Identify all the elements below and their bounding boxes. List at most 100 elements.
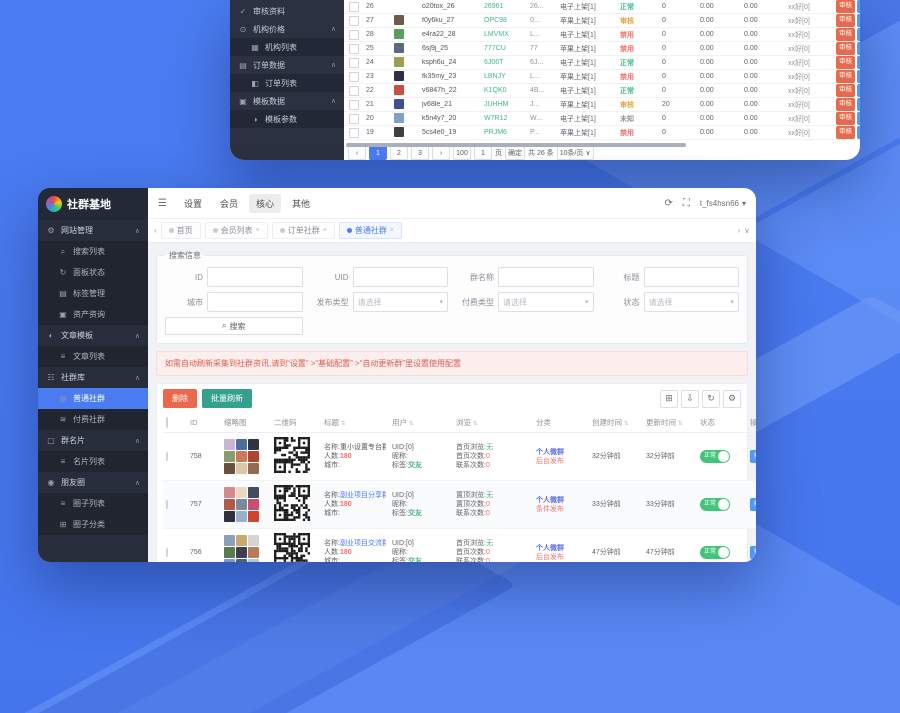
checkbox[interactable] <box>349 99 359 110</box>
select-付费类型[interactable]: 请选择 ▾ <box>498 292 594 312</box>
pagination-page-2[interactable]: 2 <box>390 146 408 160</box>
tabs-menu-icon[interactable]: ∨ <box>744 226 750 235</box>
checkbox[interactable] <box>349 43 359 54</box>
sidebar-item-文章列表[interactable]: ≡ 文章列表 <box>38 346 148 367</box>
columns-icon[interactable]: ⊞ <box>660 389 678 408</box>
review-button[interactable]: 审核 <box>836 126 855 139</box>
tabs-scroll-right-icon[interactable]: › <box>737 226 741 235</box>
edit-button[interactable]: 编辑 <box>857 98 860 111</box>
review-button[interactable]: 审核 <box>836 28 855 41</box>
download-icon[interactable]: ⇩ <box>681 389 699 408</box>
status-toggle[interactable]: 正常 <box>700 450 730 463</box>
header-checkbox[interactable] <box>166 417 168 428</box>
sidebar-item-标签管理[interactable]: ▤ 标签管理 <box>38 283 148 304</box>
pagination-confirm-button[interactable]: 确定 <box>505 146 525 160</box>
sidebar-item-资产资询[interactable]: ▣ 资产资询 <box>38 304 148 325</box>
per-page-select[interactable]: 10条/页 ∨ <box>556 146 594 160</box>
sidebar-item-群名片[interactable]: ▢ 群名片 ∧ <box>38 430 148 451</box>
edit-button[interactable]: 编辑 <box>750 546 756 559</box>
pagination-next[interactable]: › <box>432 146 450 160</box>
sidebar-item-搜索列表[interactable]: ⌕ 搜索列表 <box>38 241 148 262</box>
tab-首页[interactable]: 首页 <box>160 222 201 239</box>
sort-icon[interactable]: ⇅ <box>339 421 346 427</box>
tab-普通社群[interactable]: 普通社群 × <box>338 222 402 239</box>
sidebar-item-面板状态[interactable]: ↻ 面板状态 <box>38 262 148 283</box>
input-UID[interactable] <box>352 267 448 287</box>
status-toggle[interactable]: 正常 <box>700 498 730 511</box>
sidebar-item-圈子分类[interactable]: ⊞ 圈子分类 <box>38 514 148 535</box>
review-button[interactable]: 审核 <box>836 56 855 69</box>
pagination-last-page[interactable]: 100 <box>453 146 471 160</box>
review-button[interactable]: 审核 <box>836 0 855 13</box>
close-icon[interactable]: × <box>389 227 394 234</box>
column-header-标题[interactable]: 标题 ⇅ <box>321 413 389 433</box>
sort-icon[interactable]: ⇅ <box>471 421 478 427</box>
review-button[interactable]: 审核 <box>836 112 855 125</box>
user-menu[interactable]: t_fs4hsn66 ▾ <box>700 199 746 208</box>
checkbox[interactable] <box>349 127 359 138</box>
sidebar-item-机构列表[interactable]: ▦ 机构列表 <box>230 38 344 56</box>
checkbox[interactable] <box>349 71 359 82</box>
pagination-page-1[interactable]: 1 <box>369 146 387 160</box>
review-button[interactable]: 审核 <box>836 14 855 27</box>
review-button[interactable]: 审核 <box>836 42 855 55</box>
tab-会员列表[interactable]: 会员列表 × <box>204 222 268 239</box>
menu-collapse-icon[interactable]: ☰ <box>158 197 167 209</box>
sidebar-item-圈子列表[interactable]: ≡ 圈子列表 <box>38 493 148 514</box>
checkbox[interactable] <box>349 113 359 124</box>
input-ID[interactable] <box>207 267 303 287</box>
delete-button[interactable]: 删除 <box>163 389 197 408</box>
sidebar-item-朋友圈[interactable]: ◉ 朋友圈 ∧ <box>38 472 148 493</box>
edit-button[interactable]: 编辑 <box>750 450 756 463</box>
edit-button[interactable]: 编辑 <box>857 70 860 83</box>
column-header-创建时间[interactable]: 创建时间 ⇅ <box>589 413 643 433</box>
review-button[interactable]: 审核 <box>836 70 855 83</box>
sidebar-item-普通社群[interactable]: ◎ 普通社群 <box>38 388 148 409</box>
edit-button[interactable]: 编辑 <box>857 126 860 139</box>
pagination-goto-input[interactable]: 1 <box>474 146 492 160</box>
batch-refresh-button[interactable]: 批量刷新 <box>202 389 252 408</box>
sidebar-item-订单数据[interactable]: ▤ 订单数据 ∧ <box>230 56 344 74</box>
sidebar-item-订单列表[interactable]: ◧ 订单列表 <box>230 74 344 92</box>
sidebar-item-机构价格[interactable]: ⊙ 机构价格 ∧ <box>230 20 344 38</box>
settings-icon[interactable]: ⚙ <box>723 389 741 408</box>
sidebar-item-文章模板[interactable]: ◐ 文章模板 ∧ <box>38 325 148 346</box>
input-标题[interactable] <box>643 267 739 287</box>
review-button[interactable]: 审核 <box>836 84 855 97</box>
select-发布类型[interactable]: 请选择 ▾ <box>352 292 448 312</box>
checkbox[interactable] <box>349 1 359 12</box>
tabs-scroll-left-icon[interactable]: ‹ <box>154 226 157 235</box>
sidebar-item-付费社群[interactable]: ≋ 付费社群 <box>38 409 148 430</box>
top-nav-其他[interactable]: 其他 <box>292 198 311 209</box>
checkbox[interactable] <box>166 500 168 509</box>
tab-订单社群[interactable]: 订单社群 × <box>271 222 335 239</box>
edit-button[interactable]: 编辑 <box>857 0 860 13</box>
input-群名称[interactable] <box>498 267 594 287</box>
sort-icon[interactable]: ⇅ <box>622 421 629 427</box>
edit-button[interactable]: 编辑 <box>857 28 860 41</box>
checkbox[interactable] <box>166 452 168 461</box>
review-button[interactable]: 审核 <box>836 98 855 111</box>
top-nav-核心[interactable]: 核心 <box>249 193 282 213</box>
column-header-更新时间[interactable]: 更新时间 ⇅ <box>643 413 697 433</box>
edit-button[interactable]: 编辑 <box>857 84 860 97</box>
close-icon[interactable]: × <box>255 227 260 234</box>
sidebar-item-社群库[interactable]: ☷ 社群库 ∧ <box>38 367 148 388</box>
close-icon[interactable]: × <box>322 227 327 234</box>
status-toggle[interactable]: 正常 <box>700 546 730 559</box>
edit-button[interactable]: 编辑 <box>857 56 860 69</box>
pagination-page-3[interactable]: 3 <box>411 146 429 160</box>
checkbox[interactable] <box>349 15 359 26</box>
checkbox[interactable] <box>349 29 359 40</box>
fullscreen-icon[interactable]: ⛶ <box>682 197 690 209</box>
checkbox[interactable] <box>349 57 359 68</box>
edit-button[interactable]: 编辑 <box>750 498 756 511</box>
input-城市[interactable] <box>207 292 303 312</box>
horizontal-scrollbar-thumb[interactable] <box>346 143 687 147</box>
edit-button[interactable]: 编辑 <box>857 42 860 55</box>
sidebar-item-模板参数[interactable]: ◑ 模板参数 <box>230 110 344 128</box>
top-nav-设置[interactable]: 设置 <box>183 198 202 209</box>
refresh-icon[interactable]: ⟳ <box>664 197 673 209</box>
top-nav-会员[interactable]: 会员 <box>219 198 238 209</box>
edit-button[interactable]: 编辑 <box>857 112 860 125</box>
